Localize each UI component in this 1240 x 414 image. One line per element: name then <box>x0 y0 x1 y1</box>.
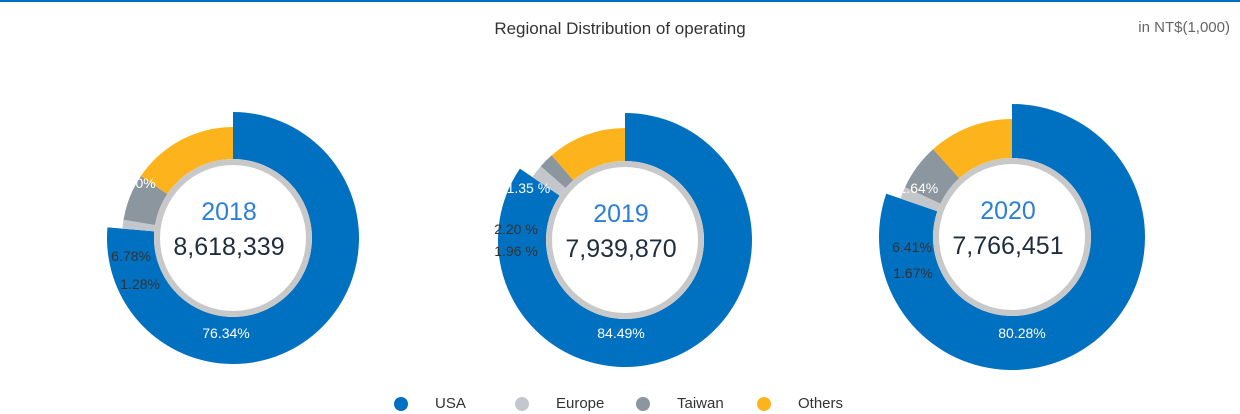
legend-swatch-usa <box>394 397 408 411</box>
legend-swatch-taiwan <box>636 397 650 411</box>
slice-europe-2018[interactable] <box>122 219 156 232</box>
legend-swatch-others <box>757 397 771 411</box>
data-label-usa-2020: 80.28% <box>998 325 1045 341</box>
unit-label: in NT$(1,000) <box>1138 19 1230 36</box>
chart-legend: USA Europe Taiwan Others <box>0 392 1240 414</box>
total-label-2020: 7,766,451 <box>952 232 1063 260</box>
data-label-europe-2018: 1.28% <box>120 276 160 292</box>
legend-label-others: Others <box>798 395 844 412</box>
slice-others-2020[interactable] <box>933 119 1012 179</box>
year-label-2020: 2020 <box>980 197 1036 225</box>
slice-europe-2019[interactable] <box>532 166 566 196</box>
data-label-taiwan-2019: 2.20 % <box>494 221 538 237</box>
total-label-2018: 8,618,339 <box>173 233 284 261</box>
data-label-others-2018: 15.60% <box>108 175 155 191</box>
data-label-others-2020: 11.64% <box>892 180 938 196</box>
year-label-2019: 2019 <box>593 200 649 228</box>
data-label-europe-2019: 1.96 % <box>494 243 538 259</box>
slice-usa-2019[interactable] <box>498 113 752 367</box>
data-label-europe-2020: 1.67% <box>893 265 933 281</box>
slice-usa-2020[interactable] <box>879 104 1145 371</box>
chart-title: Regional Distribution of operating <box>494 19 746 38</box>
total-label-2019: 7,939,870 <box>565 235 676 263</box>
top-accent-rule <box>0 0 1240 2</box>
slice-taiwan-2019[interactable] <box>540 155 574 188</box>
center-disk-2019 <box>552 167 698 313</box>
data-label-taiwan-2020: 6.41% <box>892 239 932 255</box>
slice-others-2018[interactable] <box>140 127 233 195</box>
center-disk-2018 <box>160 165 306 311</box>
data-label-taiwan-2018: 6.78% <box>111 248 151 264</box>
donut-chart-2018: 2018 8,618,339 76.34% 1.28% 6.78% 15.60% <box>107 112 360 364</box>
year-label-2018: 2018 <box>201 198 257 226</box>
slice-usa-2018[interactable] <box>107 112 360 364</box>
data-label-usa-2018: 76.34% <box>202 325 249 341</box>
legend-label-usa: USA <box>435 395 466 412</box>
legend-label-taiwan: Taiwan <box>677 395 724 412</box>
center-disk-2020 <box>939 164 1085 310</box>
slice-taiwan-2020[interactable] <box>905 149 960 204</box>
slice-others-2019[interactable] <box>551 128 625 181</box>
data-label-usa-2019: 84.49% <box>597 325 644 341</box>
donut-chart-2020: 2020 7,766,451 80.28% 1.67% 6.41% 11.64% <box>879 104 1145 371</box>
legend-swatch-europe <box>515 397 529 411</box>
slice-taiwan-2018[interactable] <box>123 176 168 226</box>
data-label-others-2019: 11.35 % <box>500 180 550 196</box>
donut-chart-2019: 2019 7,939,870 84.49% 1.96 % 2.20 % 11.35 % <box>494 113 752 367</box>
slice-europe-2020[interactable] <box>900 187 941 212</box>
legend-label-europe: Europe <box>556 395 605 412</box>
